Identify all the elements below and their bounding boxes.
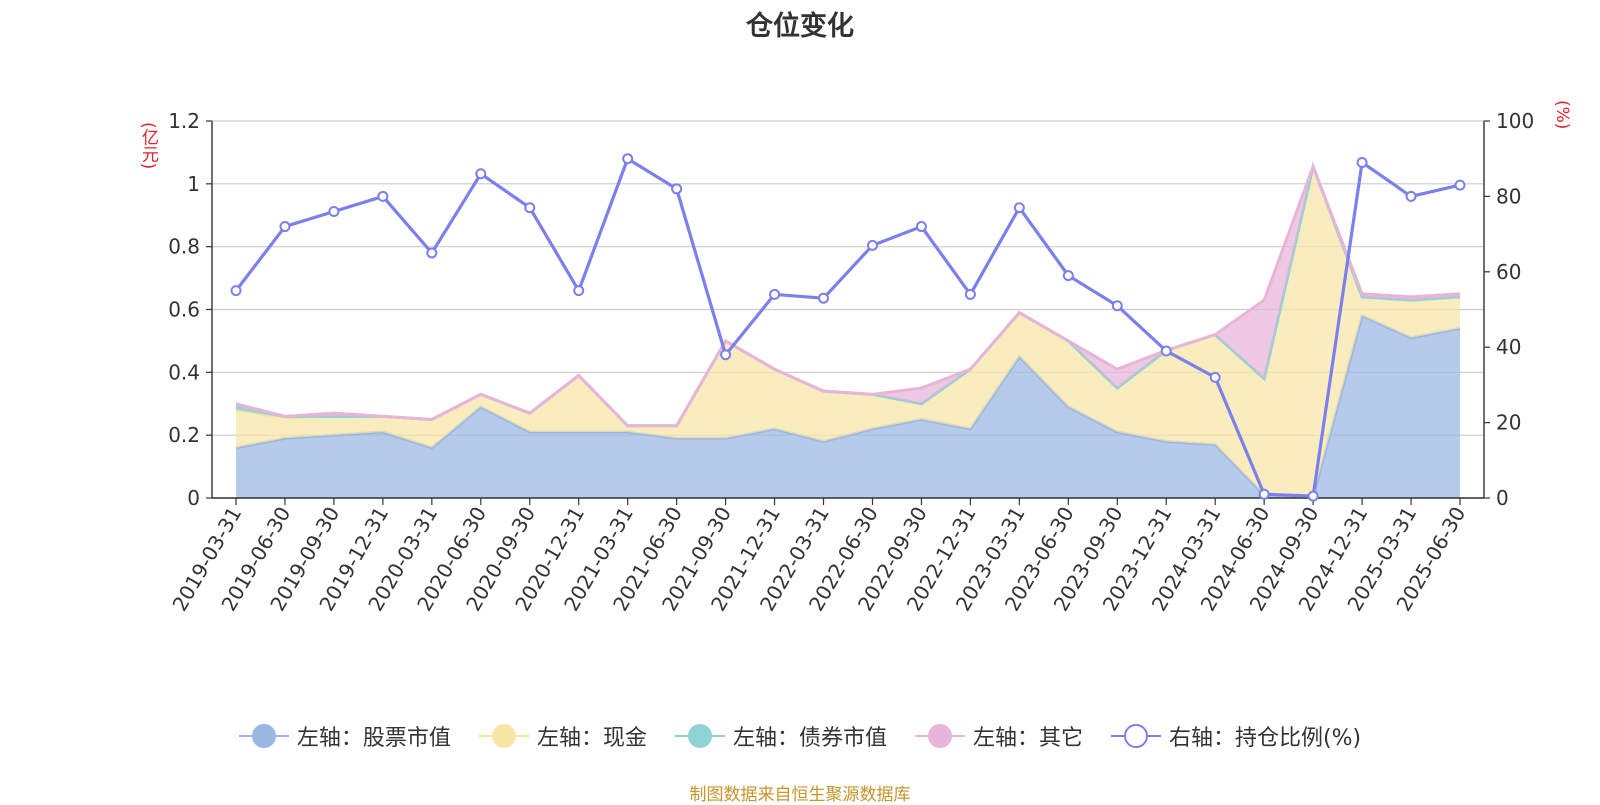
line-point [1209, 371, 1221, 383]
legend-swatch-icon [238, 724, 289, 748]
line-point [1111, 300, 1123, 312]
source-note: 制图数据来自恒生聚源数据库 [689, 785, 911, 805]
line-point [377, 190, 389, 202]
left-tick-label: 0.4 [168, 360, 200, 384]
area-series-1 [236, 166, 1460, 497]
area-series-0 [236, 315, 1460, 498]
line-point [230, 285, 242, 297]
line-point [866, 239, 878, 251]
area-line-series-3 [235, 162, 1461, 428]
legend-label: 左轴：股票市值 [296, 726, 451, 751]
right-tick-label: 80 [1496, 184, 1521, 208]
line-point [279, 221, 291, 233]
chart-title: 仓位变化 [746, 11, 854, 42]
legend-label: 左轴：债券市值 [732, 726, 887, 751]
right-tick-label: 20 [1496, 411, 1521, 435]
left-tick-label: 0.6 [168, 298, 200, 322]
right-tick-label: 40 [1496, 335, 1521, 359]
right-tick-label: 0 [1496, 486, 1509, 510]
line-point [915, 221, 927, 233]
right-tick-label: 60 [1496, 260, 1521, 284]
line-point [1454, 179, 1466, 191]
left-tick-label: 1.2 [168, 109, 200, 133]
line-point [524, 202, 536, 214]
line-point [1160, 345, 1172, 357]
legend-label: 右轴：持仓比例(%) [1168, 726, 1362, 751]
line-point [573, 285, 585, 297]
line-series [234, 157, 1461, 498]
line-point [1405, 190, 1417, 202]
line-point [769, 288, 781, 300]
legend-item-1[interactable]: 左轴：现金 [478, 720, 647, 752]
chart-canvas: 00.20.40.60.811.20204060801002019-03-312… [167, 109, 1534, 615]
line-point [964, 288, 976, 300]
line-point [426, 247, 438, 259]
legend-label: 左轴：其它 [972, 726, 1083, 751]
line-point [720, 349, 732, 361]
legend-item-4[interactable]: 右轴：持仓比例(%) [1110, 720, 1362, 752]
left-tick-label: 0 [187, 486, 200, 510]
line-point [1013, 202, 1025, 214]
line-point [1356, 156, 1368, 168]
line-point [622, 153, 634, 165]
legend-swatch-icon [674, 724, 725, 748]
line-point [1062, 270, 1074, 282]
legend: 左轴：股票市值 左轴：现金 左轴：债券市值 左轴：其它 右轴：持仓比例(%) [0, 720, 1600, 752]
line-point [475, 168, 487, 180]
left-tick-label: 1 [187, 172, 200, 196]
legend-item-0[interactable]: 左轴：股票市值 [238, 720, 451, 752]
legend-label: 左轴：现金 [536, 726, 647, 751]
line-point [818, 292, 830, 304]
left-axis-unit: (亿元) [138, 122, 158, 170]
line-point [1258, 488, 1270, 500]
legend-item-2[interactable]: 左轴：债券市值 [674, 720, 887, 752]
legend-swatch-icon [478, 724, 529, 748]
line-point [328, 205, 340, 217]
right-tick-label: 100 [1496, 109, 1534, 133]
line-point [671, 183, 683, 195]
legend-item-3[interactable]: 左轴：其它 [914, 720, 1083, 752]
right-axis-unit: (%) [1552, 100, 1572, 130]
legend-swatch-icon [914, 724, 965, 748]
legend-swatch-icon [1110, 724, 1161, 748]
line-point [1307, 490, 1319, 502]
left-tick-label: 0.8 [168, 235, 200, 259]
left-tick-label: 0.2 [168, 423, 200, 447]
